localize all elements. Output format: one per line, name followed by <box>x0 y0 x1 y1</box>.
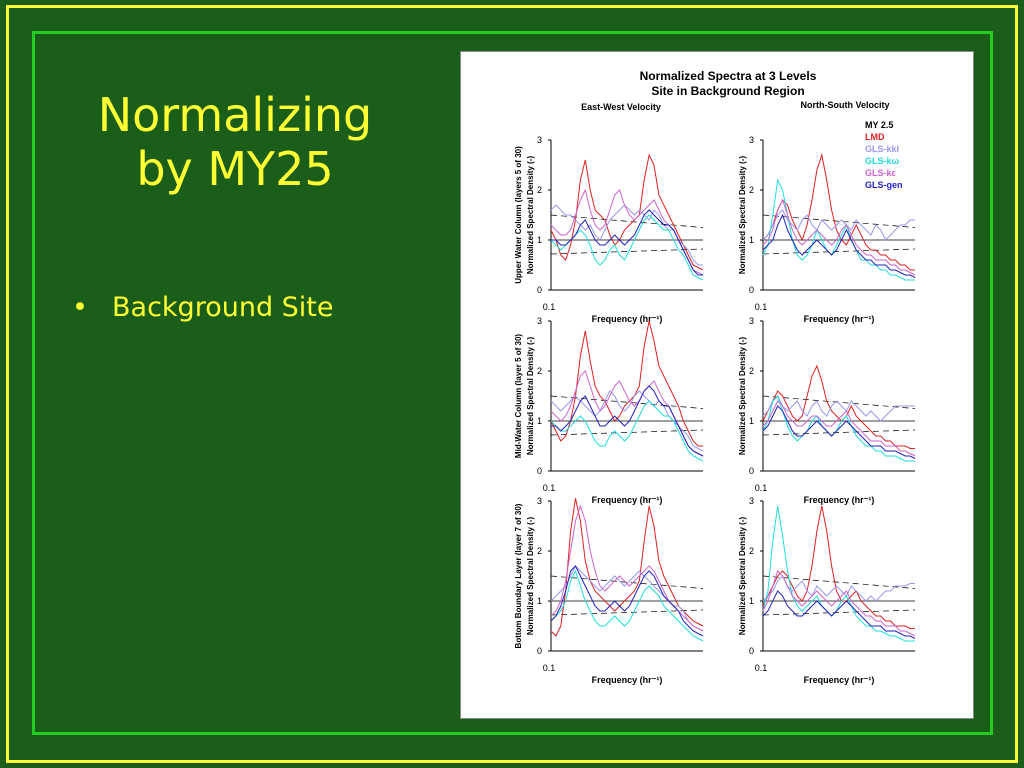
x-tick-label: 0.1 <box>543 302 556 312</box>
confidence-lower-line <box>550 248 704 255</box>
y-tick-label: 3 <box>537 135 542 145</box>
y-tick-label: 0 <box>537 466 542 476</box>
y-tick-label: 1 <box>749 235 754 245</box>
x-axis-label: Frequency (hr⁻¹) <box>592 314 663 324</box>
bullet-dot: • <box>72 292 88 323</box>
confidence-lower-line <box>550 429 704 436</box>
x-axis-label: Frequency (hr⁻¹) <box>804 675 875 685</box>
series-line-gls-gen <box>551 385 704 457</box>
series-line-gls-k- <box>762 178 915 281</box>
y-tick-label: 1 <box>537 235 542 245</box>
series-line-gls-kkl <box>762 395 915 422</box>
series-line-lmd <box>550 498 704 637</box>
y-axis-label: Normalized Spectral Density (-) <box>738 517 747 636</box>
series-line-lmd <box>762 364 915 449</box>
y-axis-label: Normalized Spectral Density (-) <box>526 156 535 275</box>
series-line-gls-kkl <box>762 575 915 602</box>
x-tick-label: 0.1 <box>755 302 768 312</box>
series-line-gls-k- <box>550 188 704 276</box>
y-tick-label: 0 <box>749 646 754 656</box>
x-axis-label: Frequency (hr⁻¹) <box>592 675 663 685</box>
y-tick-label: 1 <box>537 416 542 426</box>
series-line-gls-k- <box>550 214 704 281</box>
slide-title: Normalizing by MY25 <box>60 88 410 196</box>
y-tick-label: 0 <box>537 646 542 656</box>
confidence-lower-line <box>762 429 916 436</box>
column-label-east-west: East-West Velocity <box>581 102 661 112</box>
inner-border <box>32 31 993 735</box>
y-tick-label: 3 <box>749 135 754 145</box>
y-axis-label: Normalized Spectral Density (-) <box>526 517 535 636</box>
bullet-item: • Background Site <box>72 292 334 323</box>
series-line-lmd <box>550 153 704 271</box>
series-line-gls-k- <box>550 400 704 462</box>
series-line-gls-gen <box>762 213 916 278</box>
y-tick-label: 0 <box>749 285 754 295</box>
series-line-gls-k- <box>762 198 916 276</box>
y-tick-label: 2 <box>749 366 754 376</box>
confidence-upper-line <box>550 395 704 409</box>
y-tick-label: 1 <box>749 416 754 426</box>
row-label: Mid-Water Column (layer 5 of 30) <box>514 334 523 459</box>
y-tick-label: 2 <box>537 366 542 376</box>
series-line-gls-gen <box>762 590 916 639</box>
series-line-gls-gen <box>550 565 704 637</box>
legend-entry: GLS-gen <box>865 180 903 190</box>
series-line-gls-k- <box>762 400 916 457</box>
y-tick-label: 0 <box>749 466 754 476</box>
bullet-text: Background Site <box>112 292 334 323</box>
column-label-north-south: North-South Velocity <box>800 100 889 110</box>
legend-entry: LMD <box>865 132 885 142</box>
confidence-lower-line <box>762 609 916 616</box>
outer-border <box>6 5 1018 763</box>
y-tick-label: 1 <box>749 596 754 606</box>
confidence-upper-line <box>762 395 916 409</box>
y-axis-label: Normalized Spectral Density (-) <box>738 156 747 275</box>
series-line-gls-gen <box>762 405 916 459</box>
figure-title-line2: Site in Background Region <box>651 84 804 98</box>
x-axis-label: Frequency (hr⁻¹) <box>804 314 875 324</box>
y-tick-label: 2 <box>537 546 542 556</box>
series-line-gls-k- <box>550 569 704 642</box>
spectra-figure: Normalized Spectra at 3 Levels Site in Ba… <box>460 51 974 719</box>
slide-title-line2: by MY25 <box>136 142 334 196</box>
row-label: Bottom Boundary Layer (layer 7 of 30) <box>514 503 523 648</box>
x-axis-label: Frequency (hr⁻¹) <box>804 495 875 505</box>
series-line-gls-k- <box>762 505 915 642</box>
y-tick-label: 1 <box>537 596 542 606</box>
y-tick-label: 2 <box>749 546 754 556</box>
series-line-gls-gen <box>551 209 703 276</box>
figure-title-line1: Normalized Spectra at 3 Levels <box>640 69 817 83</box>
y-tick-label: 3 <box>537 316 542 326</box>
y-tick-label: 2 <box>749 185 754 195</box>
x-tick-label: 0.1 <box>543 483 556 493</box>
confidence-upper-line <box>550 575 704 589</box>
x-tick-label: 0.1 <box>755 663 768 673</box>
legend-entry: GLS-kkl <box>865 144 899 154</box>
y-tick-label: 0 <box>537 285 542 295</box>
y-tick-label: 2 <box>537 185 542 195</box>
row-label: Upper Water Column (layers 5 of 30) <box>514 146 523 284</box>
y-axis-label: Normalized Spectral Density (-) <box>526 337 535 456</box>
y-tick-label: 3 <box>537 496 542 506</box>
x-tick-label: 0.1 <box>543 663 556 673</box>
legend-entry: MY 2.5 <box>865 120 893 130</box>
y-tick-label: 3 <box>749 496 754 506</box>
confidence-lower-line <box>762 248 916 255</box>
slide-title-line1: Normalizing <box>97 88 373 142</box>
confidence-lower-line <box>550 609 704 616</box>
y-axis-label: Normalized Spectral Density (-) <box>738 337 747 456</box>
legend-entry: GLS-kω <box>865 156 900 166</box>
x-tick-label: 0.1 <box>755 483 768 493</box>
y-tick-label: 3 <box>749 316 754 326</box>
series-line-gls-k- <box>762 570 916 637</box>
series-line-lmd <box>762 505 915 629</box>
x-axis-label: Frequency (hr⁻¹) <box>592 495 663 505</box>
legend-entry: GLS-kε <box>865 168 897 178</box>
series-line-gls-k- <box>762 395 915 462</box>
